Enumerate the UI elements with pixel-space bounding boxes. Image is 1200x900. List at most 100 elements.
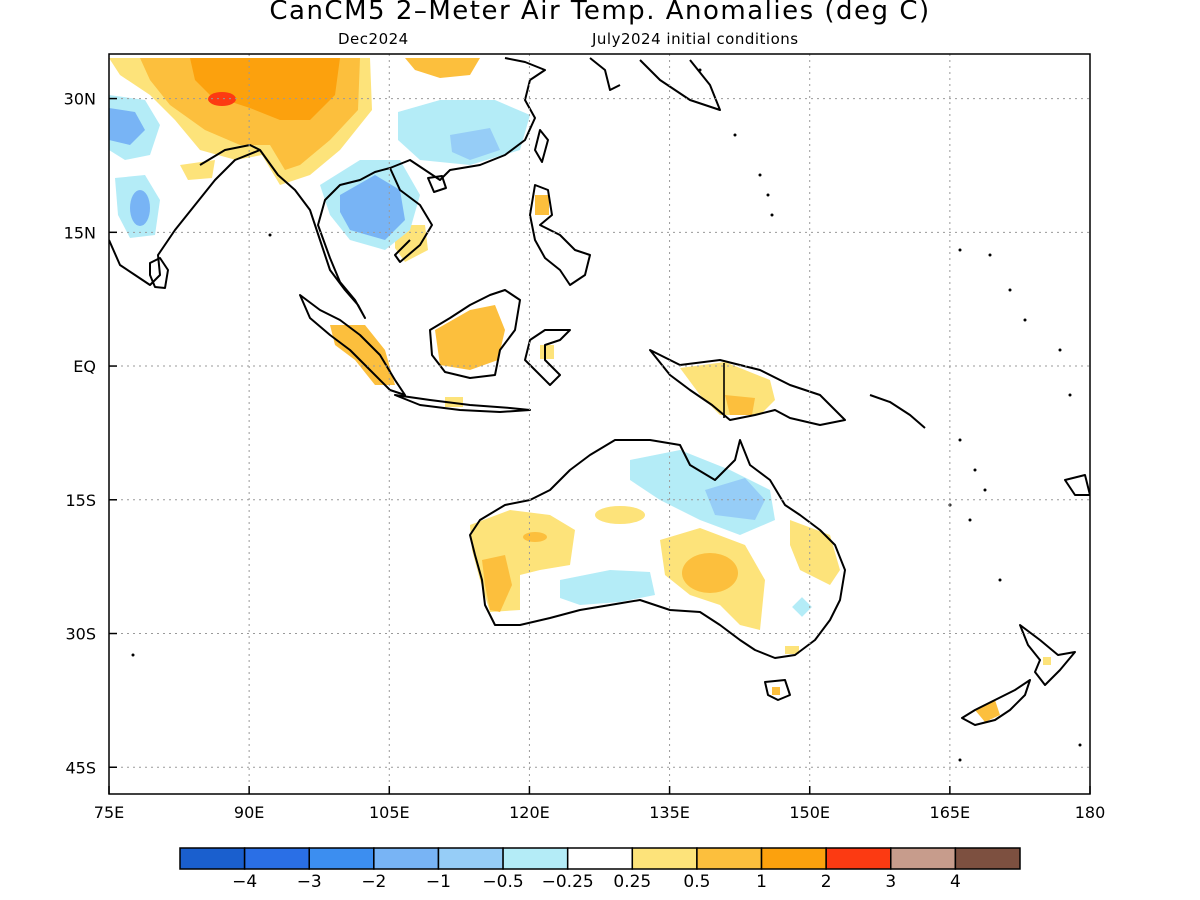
x-tick-label: 120E [509, 803, 550, 822]
coastline-china [389, 57, 546, 181]
anomaly-region-north-china-warm [405, 58, 480, 78]
island [958, 438, 962, 442]
colorbar-swatch [502, 847, 569, 870]
colorbar-label: 2 [821, 872, 832, 892]
coastline-new-zealand-north [1019, 624, 1076, 686]
colorbar-label: −3 [297, 872, 322, 892]
coastline-new-zealand-south [961, 679, 1031, 726]
island [1078, 743, 1082, 747]
colorbar-swatch [890, 847, 957, 870]
anomaly-region-sumatra-warm [330, 325, 395, 385]
colorbar-label: −2 [361, 872, 386, 892]
map-grid [109, 54, 1090, 794]
colorbar-swatch [373, 847, 440, 870]
colorbar-swatch [179, 847, 246, 870]
y-tick-label: 15S [65, 491, 96, 510]
y-tick-label: 15N [64, 223, 96, 242]
colorbar-swatch [308, 847, 375, 870]
coastline-borneo [429, 289, 521, 379]
island [958, 758, 962, 762]
anomaly-region-tasmania-warm [772, 687, 780, 695]
x-tick-label: 165E [930, 803, 971, 822]
island [1008, 288, 1012, 292]
colorbar-swatch [566, 847, 634, 870]
colorbar-label: −1 [426, 872, 451, 892]
island [998, 578, 1002, 582]
coastline-sumatra [299, 294, 406, 396]
x-tick-label: 150E [789, 803, 830, 822]
y-tick-label: 30S [65, 625, 96, 644]
island [973, 468, 977, 472]
coastlines [109, 57, 1090, 726]
coastline-new-guinea [649, 349, 846, 426]
anomaly-region-india-warm [180, 160, 215, 180]
anomaly-region-tibet-max [208, 92, 236, 106]
island [983, 488, 987, 492]
axis-ticks: 75E 90E 105E 120E 135E 150E 165E 180 30N 15N EQ 15S… [64, 90, 1106, 822]
y-tick-label: 30N [64, 90, 96, 109]
coastline-solomon-islands [869, 394, 926, 429]
island [958, 248, 962, 252]
coastline-fiji [1064, 474, 1090, 496]
x-tick-label: 180 [1075, 803, 1106, 822]
coastline-java [394, 394, 531, 413]
map-plot-area [109, 57, 1090, 762]
anomaly-region-north-australia-cool-2 [705, 478, 765, 520]
x-tick-label: 75E [94, 803, 124, 822]
anomaly-region-east-china-cool-2 [450, 128, 500, 160]
colorbar-label: −0.25 [542, 872, 594, 892]
anomaly-region-borneo-warm [435, 305, 505, 370]
colorbar: −4 −3 −2 −1 −0.5 −0.25 0.25 0.5 1 2 3 4 [179, 847, 1021, 892]
colorbar-swatch [760, 847, 827, 870]
x-tick-label: 90E [234, 803, 264, 822]
anomaly-region-se-australia-warm [785, 646, 799, 654]
coastline-hainan [427, 175, 447, 193]
y-tick-label: EQ [73, 357, 96, 376]
island [131, 653, 135, 657]
colorbar-label: 0.5 [683, 872, 710, 892]
initial-conditions-label: July2024 initial conditions [592, 30, 799, 48]
anomaly-region-tibet-hot [190, 58, 340, 120]
anomaly-region-west-india-cool-2 [109, 108, 145, 145]
island [698, 68, 702, 72]
coastline-southeast-asia [259, 149, 433, 319]
forecast-month: Dec2024 [338, 30, 409, 48]
island [758, 173, 762, 177]
anomaly-region-west-australia-warm-3 [523, 532, 547, 542]
anomaly-region-central-australia-warm [595, 506, 645, 524]
colorbar-label: 1 [756, 872, 767, 892]
colorbar-label: −0.5 [482, 872, 523, 892]
island [968, 518, 972, 522]
coastline-japan [639, 59, 721, 111]
anomaly-region-new-zealand-warm-2 [1043, 657, 1051, 665]
island [733, 133, 737, 137]
coastline-india [109, 144, 261, 286]
island [766, 193, 770, 197]
colorbar-swatch [631, 847, 698, 870]
colorbar-label: 4 [950, 872, 961, 892]
colorbar-swatch [954, 847, 1021, 870]
anomaly-region-west-australia-warm-2 [482, 555, 512, 612]
y-tick-label: 45S [65, 758, 96, 777]
anomaly-region-east-australia-warm [790, 520, 840, 585]
anomaly-region-south-australia-cool [560, 570, 655, 605]
coastline-korea [589, 57, 621, 91]
colorbar-swatch [825, 847, 892, 870]
island [1023, 318, 1027, 322]
x-tick-label: 105E [369, 803, 410, 822]
anomaly-region-indochina-cool-2 [340, 175, 405, 240]
chart-title: CanCM5 2–Meter Air Temp. Anomalies (deg … [269, 0, 931, 26]
coastline-tasmania [764, 679, 791, 701]
coastline-taiwan [534, 129, 549, 163]
colorbar-swatch [243, 847, 310, 870]
map-frame [108, 53, 1091, 795]
anomaly-region-new-zealand-warm [975, 700, 1000, 722]
colorbar-label: 0.25 [613, 872, 651, 892]
coastline-australia [469, 439, 846, 659]
colorbar-swatch [437, 847, 504, 870]
colorbar-label: 3 [885, 872, 896, 892]
island [770, 213, 774, 217]
island [1068, 393, 1072, 397]
island [988, 253, 992, 257]
